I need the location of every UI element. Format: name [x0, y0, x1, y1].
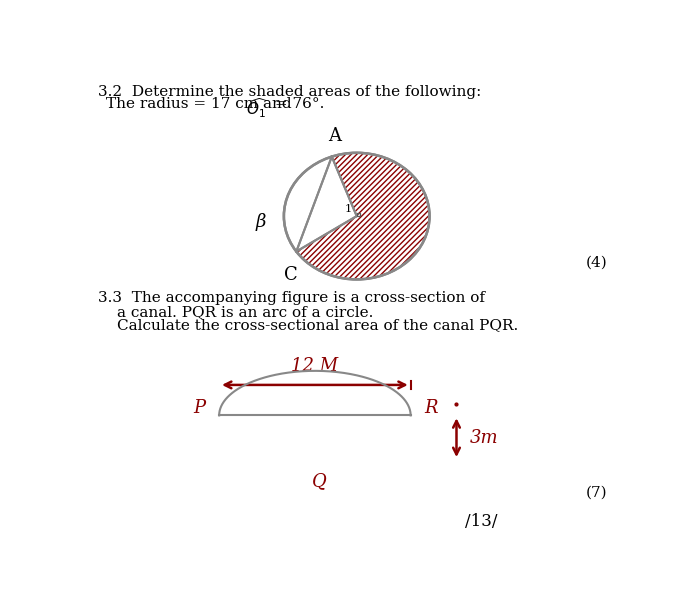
Text: 1: 1 [345, 204, 352, 214]
Text: β: β [255, 213, 266, 231]
Text: The radius = 17 cm and: The radius = 17 cm and [106, 97, 296, 110]
Text: P: P [193, 400, 206, 417]
Text: Q: Q [312, 471, 326, 490]
Text: A: A [328, 127, 341, 145]
Text: R: R [424, 400, 438, 417]
Text: $\widehat{O_1}$: $\widehat{O_1}$ [246, 97, 270, 120]
Text: /13/: /13/ [464, 513, 497, 530]
Text: 3.3  The accompanying figure is a cross-section of: 3.3 The accompanying figure is a cross-s… [97, 291, 485, 305]
Text: Calculate the cross-sectional area of the canal PQR.: Calculate the cross-sectional area of th… [117, 319, 518, 333]
Text: C: C [284, 266, 298, 284]
Text: (7): (7) [586, 486, 608, 500]
Text: (4): (4) [586, 256, 608, 270]
Bar [356, 213, 361, 216]
Text: 3.2  Determine the shaded areas of the following:: 3.2 Determine the shaded areas of the fo… [97, 85, 481, 99]
Text: a canal. PQR is an arc of a circle.: a canal. PQR is an arc of a circle. [117, 305, 373, 319]
Text: = 76°.: = 76°. [270, 97, 325, 110]
Text: 3m: 3m [470, 429, 498, 446]
Wedge shape [296, 153, 429, 280]
Text: 12 M: 12 M [292, 357, 338, 375]
